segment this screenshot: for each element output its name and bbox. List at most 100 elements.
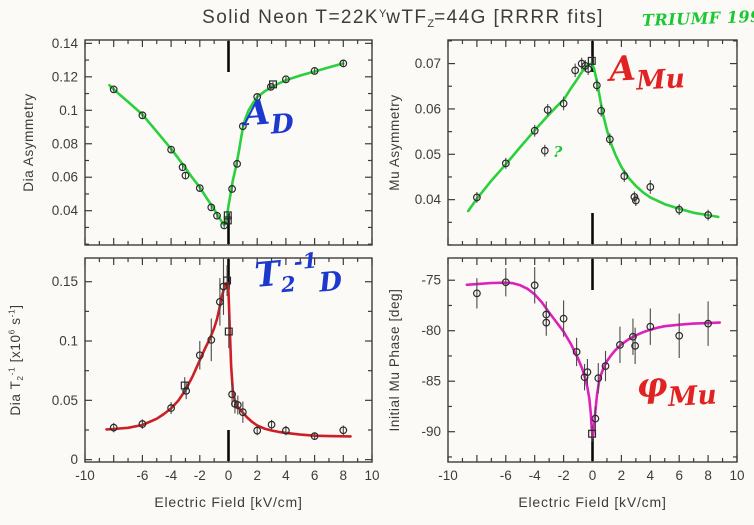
ytick-label: 0.04 [52,203,79,218]
data-point-square [223,216,232,225]
data-point-circle [228,185,236,193]
data-point-circle [282,426,290,435]
xtick-label: 8 [340,468,348,483]
data-point-circle [583,368,592,377]
data-point-circle [543,105,552,114]
data-point-circle [138,420,147,428]
ytick-label: 0.1 [59,334,78,349]
xtick-label: -4 [529,468,541,483]
title-field: wTF [386,7,428,28]
data-point-square [180,381,189,390]
data-point-circle [266,82,275,91]
y-axis-title: Dia Asymmetry [21,93,36,192]
ytick-label: -90 [421,424,441,439]
data-point-circle [253,426,262,435]
page-title: Solid Neon T=22KYwTFZ=44G [RRRR fits] [202,7,604,30]
data-point-circle [238,122,247,131]
data-point-circle [630,193,639,201]
data-point-circle [109,85,118,94]
data-point-circle [571,66,580,75]
ytick-label: 0.12 [52,69,78,84]
fit-curve-dia-t2-rate [105,281,352,438]
data-point-circle [473,193,481,202]
ytick-label: -75 [421,273,441,288]
annotation-dia-t2-rate: T2-1D [253,245,344,304]
ytick-label: 0.15 [52,274,78,289]
data-point-circle [592,81,601,90]
data-point-circle [238,408,247,417]
data-point-circle [339,426,348,435]
data-point-circle [572,348,581,356]
data-point-circle [601,362,610,370]
annotation-mu-asymmetry: AMu [605,46,685,98]
data-point-circle [282,75,290,84]
data-point-circle [629,332,637,341]
xtick-label: 2 [253,468,261,483]
data-point-circle [109,423,118,432]
x-axis-title: Electric Field [kV/cm] [154,494,302,510]
ytick-label: 0.04 [415,192,442,207]
data-point-circle [631,196,640,205]
ytick-label: -85 [421,374,441,389]
data-point-circle [540,146,549,155]
data-point-circle [181,171,190,180]
data-point-circle [591,414,600,423]
data-point-circle [138,111,147,120]
data-point-circle [310,432,319,441]
ytick-label: 0.06 [415,101,441,116]
y-axis-title: Mu Asymmetry [387,94,402,190]
xtick-label: 2 [618,468,626,483]
data-point-circle [267,420,276,429]
annotation-mu-asymmetry: ? [552,143,563,162]
ytick-label: 0.08 [52,136,78,151]
x-axis-title: Electric Field [kV/cm] [518,494,666,510]
ytick-label: 0.1 [59,103,78,118]
xtick-label: -10 [75,468,95,483]
data-point-circle [167,145,176,154]
xtick-label: -6 [500,468,512,483]
data-point-circle [167,404,176,412]
ytick-label: 0.05 [415,147,441,162]
data-point-circle [233,401,242,409]
title-subscript: Z [427,18,435,30]
data-point-circle [310,67,319,75]
xtick-label: 4 [647,468,655,483]
data-point-circle [501,278,510,287]
data-point-circle [215,297,224,306]
xtick-label: 6 [311,468,319,483]
xtick-label: 10 [729,468,744,483]
data-point-circle [542,310,551,319]
xtick-label: -4 [165,468,177,483]
xtick-label: -2 [194,468,206,483]
data-point-circle [704,319,712,328]
fit-curve-initial-mu-phase [465,281,721,439]
data-point-circle [631,341,640,350]
triumf-watermark: TRIUMF 1997 [641,6,754,30]
data-point-circle [597,106,606,115]
title-main: Solid Neon T=22K [202,7,379,28]
data-point-circle [594,374,603,383]
xtick-label: -10 [438,468,458,483]
data-point-circle [233,159,242,168]
data-point-circle [616,340,624,349]
xtick-label: 8 [704,468,712,483]
data-point-circle [207,335,216,344]
data-point-circle [620,172,629,180]
data-point-circle [207,203,216,212]
ytick-label: 0.07 [415,56,441,71]
annotation-dia-asymmetry: AD [239,91,295,143]
title-tail: =44G [RRRR fits] [434,7,604,28]
data-point-circle [195,184,204,193]
panel-dia-t2-rate: 0 0.05 0.1 0.15 -10 -6 -4 -2 0 2 4 6 8 10 Electric Fie… [6,245,379,510]
xtick-label: 4 [282,468,290,483]
xtick-label: 10 [364,468,379,483]
fit-curve-dia-asymmetry [108,62,345,227]
xtick-label: 6 [675,468,683,483]
data-point-square [588,429,597,438]
title-superscript: Y [378,8,387,20]
ytick-label: 0.14 [52,36,79,51]
data-point-circle [559,99,568,108]
data-point-circle [559,314,568,323]
